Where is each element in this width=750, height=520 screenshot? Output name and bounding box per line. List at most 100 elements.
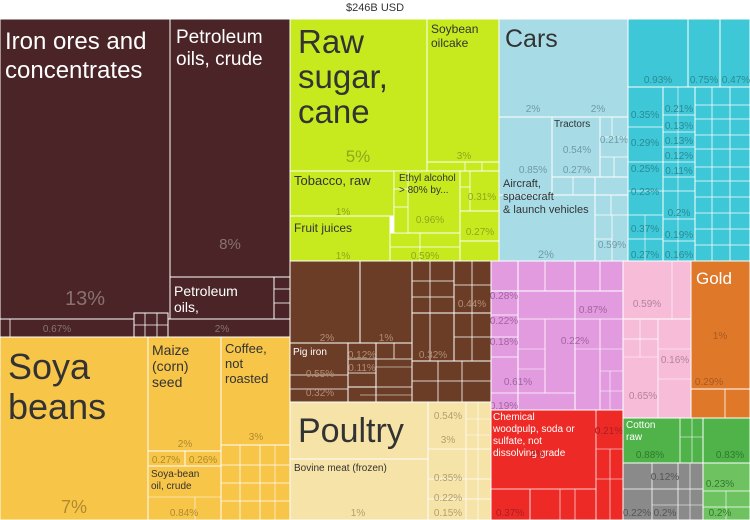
block-meat-large[interactable] xyxy=(359,260,413,344)
block-textiles-small[interactable] xyxy=(702,417,750,464)
block-machinery-small[interactable] xyxy=(551,176,596,196)
pct-cyan: 0.13% xyxy=(665,136,693,147)
pct-fruit-juices: 1% xyxy=(336,251,351,262)
pct-woodpulp: 2% xyxy=(530,449,545,460)
pct-animal-small: 0.54% xyxy=(434,411,462,422)
block-gold[interactable] xyxy=(690,260,750,390)
block-machinery-small[interactable] xyxy=(594,194,629,262)
pct-coffee: 3% xyxy=(249,432,264,443)
block-gold-small[interactable] xyxy=(690,388,750,419)
pct-animal-small: 0.22% xyxy=(434,493,462,504)
block-sugar-small[interactable] xyxy=(393,170,409,234)
pct-soyoil: 0.84% xyxy=(170,508,198,519)
label-woodpulp: Chemical woodpulp, soda or sulfate, not dis… xyxy=(492,412,575,459)
pct-cyan: 0.21% xyxy=(665,104,693,115)
pct-maize: 2% xyxy=(178,439,193,450)
pct-pig-iron: 0.55% xyxy=(306,369,334,380)
block-meat-large[interactable] xyxy=(289,260,361,344)
pct-cyan: 0.23% xyxy=(631,187,659,198)
block-oilcake-small[interactable] xyxy=(426,161,500,172)
label-poultry: Poultry xyxy=(298,412,404,450)
pct-veg-small: 0.27% xyxy=(152,455,180,466)
pct-grey: 0.12% xyxy=(651,472,679,483)
pct-misc-pink: 0.65% xyxy=(629,391,657,402)
group-meat: 2% 1% 0.44% Pig iron 0.55% 0.12% 0.11% 0… xyxy=(289,260,492,403)
group-textiles: Cotton raw 0.88% 0.83% 0.23% 0.2% xyxy=(622,417,750,520)
block-coffee[interactable] xyxy=(220,336,291,446)
pct-cotton: 0.88% xyxy=(636,450,664,461)
block-meat-small[interactable] xyxy=(347,342,377,388)
pct-textiles-small: 0.83% xyxy=(716,450,744,461)
label-bovine: Bovine meat (frozen) xyxy=(294,463,387,474)
block-misc-pink[interactable] xyxy=(622,260,692,419)
pct-meat-small: 0.32% xyxy=(306,388,334,399)
block-cotton[interactable] xyxy=(622,417,704,464)
label-tractors: Tractors xyxy=(554,119,590,130)
pct-raw-sugar: 5% xyxy=(346,147,371,166)
pct-cyan: 0.19% xyxy=(665,230,693,241)
group-grey: 0.12% 0.22% 0.2% xyxy=(622,462,704,520)
block-meat-small[interactable] xyxy=(453,260,492,314)
label-maize: Maize (corn) seed xyxy=(152,342,190,390)
block-sugar-small[interactable] xyxy=(459,210,500,242)
pct-soybean-oilcake: 3% xyxy=(457,151,472,162)
treemap-chart: Iron ores and concentrates 13% Petroleum o… xyxy=(0,19,750,520)
block-soya-beans[interactable] xyxy=(0,336,149,520)
pct-meat-small: 0.44% xyxy=(458,299,486,310)
block-iron-ores[interactable] xyxy=(0,19,171,320)
pct-sugar-small: 0.31% xyxy=(468,192,496,203)
block-minerals-small[interactable] xyxy=(273,288,291,304)
group-machinery: Cars 2% 2% Tractors 0.54% 0.21% 0.85% 0.… xyxy=(498,19,629,262)
block-cars-2[interactable] xyxy=(498,116,553,196)
pct-cars: 2% xyxy=(526,104,541,115)
pct-cyan: 0.29% xyxy=(631,138,659,149)
block-meat-small[interactable] xyxy=(411,260,455,314)
pct-textiles-small: 0.23% xyxy=(706,479,734,490)
block-grey[interactable] xyxy=(622,462,704,520)
pct-gold-small: 0.29% xyxy=(695,377,723,388)
label-raw-sugar: Raw sugar, cane xyxy=(298,23,388,130)
label-iron: Iron ores and concentrates xyxy=(5,28,146,84)
pct-cyan: 0.75% xyxy=(690,75,718,86)
block-raw-sugar[interactable] xyxy=(289,19,428,172)
label-soyoil: Soya-bean oil, crude xyxy=(151,469,199,492)
block-petroleum-crude[interactable] xyxy=(169,19,291,278)
block-veg-small[interactable] xyxy=(220,444,291,520)
pct-cyan: 0.37% xyxy=(631,224,659,235)
pct-meat-large: 2% xyxy=(320,333,335,344)
pct-petroleum-refined: 2% xyxy=(215,324,230,335)
block-poultry[interactable] xyxy=(289,401,429,520)
block-meat-small[interactable] xyxy=(411,360,492,403)
label-aircraft: Aircraft, spacecraft & launch vehicles xyxy=(503,178,589,216)
label-petroleum-refined: Petroleum oils, xyxy=(174,283,238,315)
pct-iron: 13% xyxy=(65,288,105,310)
block-tobacco[interactable] xyxy=(289,170,395,217)
label-cars: Cars xyxy=(505,25,558,53)
group-minerals: Iron ores and concentrates 13% Petroleum o… xyxy=(0,19,291,338)
pct-animal-small: 0.35% xyxy=(434,473,462,484)
pct-animal-small: 0.15% xyxy=(434,508,462,519)
block-sugar-small[interactable] xyxy=(459,240,500,262)
pct-chemicals: 0.28% xyxy=(490,291,518,302)
pct-woodpulp-small: 0.21% xyxy=(595,426,623,437)
block-machinery-small[interactable] xyxy=(594,176,629,196)
pct-minerals-small: 0.67% xyxy=(43,324,71,335)
pct-woodpulp-small: 0.37% xyxy=(496,508,524,519)
block-chemicals[interactable] xyxy=(490,260,624,411)
pct-cyan: 0.16% xyxy=(665,250,693,261)
pct-chemicals: 0.22% xyxy=(561,336,589,347)
chart-title: $246B USD xyxy=(345,2,405,14)
block-soyoil[interactable] xyxy=(147,465,222,520)
pct-chemicals: 0.22% xyxy=(490,316,518,327)
pct-cyan: 0.12% xyxy=(665,151,693,162)
pct-chemicals: 0.19% xyxy=(490,401,518,412)
pct-cyan: 0.2% xyxy=(668,208,691,219)
pct-petroleum-crude: 8% xyxy=(219,236,241,253)
pct-machinery-small: 0.27% xyxy=(563,165,591,176)
block-woodpulp[interactable] xyxy=(490,409,624,520)
pct-chemicals: 0.87% xyxy=(579,305,607,316)
pct-cyan: 0.27% xyxy=(631,250,659,261)
group-gold: Gold 1% 0.29% xyxy=(690,260,750,419)
block-sugar-small[interactable] xyxy=(459,170,500,212)
block-textiles-small[interactable] xyxy=(702,462,750,520)
